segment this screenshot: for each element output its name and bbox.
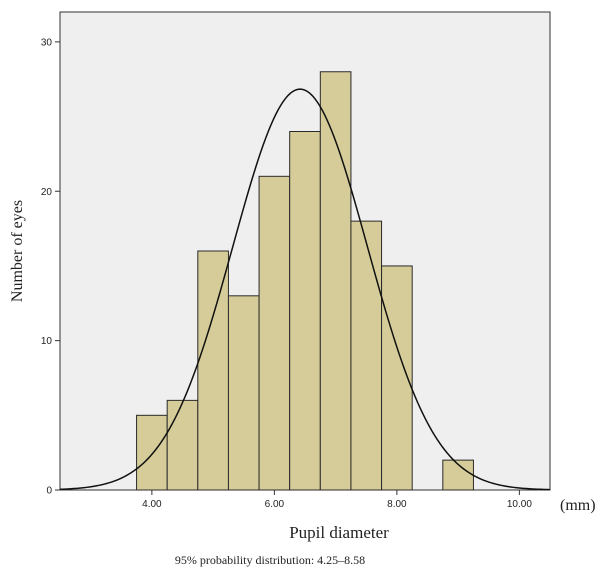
y-tick-label: 0 — [46, 486, 52, 497]
histogram-bar — [289, 131, 321, 491]
histogram-bar — [319, 71, 352, 491]
x-ticks: 4.00 6.00 8.00 10.00 — [142, 490, 532, 510]
x-axis-label: Pupil diameter — [289, 523, 389, 542]
histogram-bar — [227, 295, 260, 491]
y-tick-label: 20 — [41, 187, 53, 198]
x-tick-label: 10.00 — [507, 499, 532, 510]
y-ticks: 0 10 20 30 — [41, 37, 60, 497]
x-tick-label: 8.00 — [387, 499, 407, 510]
bars-layer — [136, 71, 474, 491]
histogram-bar — [197, 250, 229, 491]
y-axis-label: Number of eyes — [9, 200, 26, 302]
histogram-bar — [258, 175, 291, 491]
x-tick-label: 4.00 — [142, 499, 162, 510]
y-tick-label: 30 — [41, 37, 53, 48]
y-tick-label: 10 — [41, 336, 53, 347]
probability-note: 95% probability distribution: 4.25–8.58 — [175, 553, 365, 567]
histogram-bar — [166, 399, 199, 491]
normal-curve — [59, 88, 551, 491]
histogram-bar — [136, 414, 168, 491]
x-axis-unit: (mm) — [560, 497, 596, 514]
x-tick-label: 6.00 — [265, 499, 285, 510]
histogram-bar — [350, 220, 383, 491]
